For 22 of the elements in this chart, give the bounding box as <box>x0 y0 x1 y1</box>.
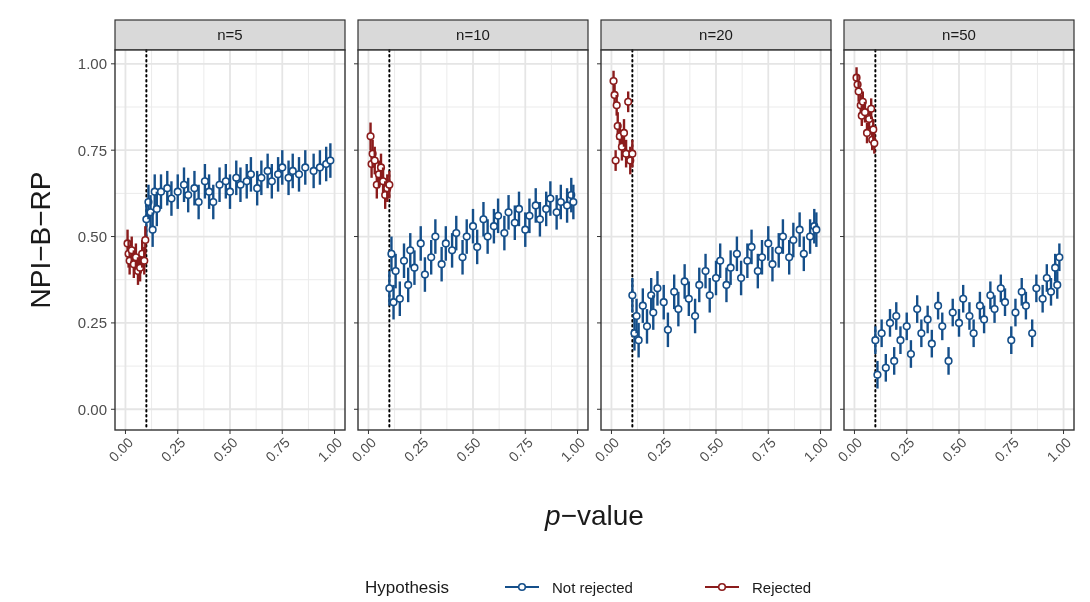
x-tick-label: 0.50 <box>210 434 241 465</box>
chart-title: n=10 <box>456 26 490 43</box>
legend-label: Not rejected <box>552 578 633 596</box>
legend-title: Hypothesis <box>365 577 450 597</box>
chart-title: n=5 <box>217 26 243 43</box>
x-tick-label: 0.00 <box>348 434 380 465</box>
y-tick-label: 1.00 <box>77 55 107 73</box>
x-tick-label: 0.50 <box>696 434 727 465</box>
y-tick-label: 0.00 <box>77 400 107 418</box>
x-tick-label: 0.00 <box>591 434 623 465</box>
y-tick-label: 0.50 <box>77 228 107 246</box>
y-tick-label: 0.25 <box>77 314 107 332</box>
legend-label: Rejected <box>752 578 812 596</box>
x-tick-label: 0.50 <box>453 434 484 465</box>
x-tick-label: 0.50 <box>939 434 970 465</box>
x-tick-label: 0.00 <box>105 434 137 465</box>
x-tick-label: 0.00 <box>834 434 866 465</box>
chart-title: n=50 <box>942 26 976 43</box>
x-axis-title: p−value <box>544 500 644 531</box>
y-tick-label: 0.75 <box>77 141 107 159</box>
y-axis-title: NPI−B−RP <box>25 171 56 309</box>
chart-title: n=20 <box>699 26 733 43</box>
